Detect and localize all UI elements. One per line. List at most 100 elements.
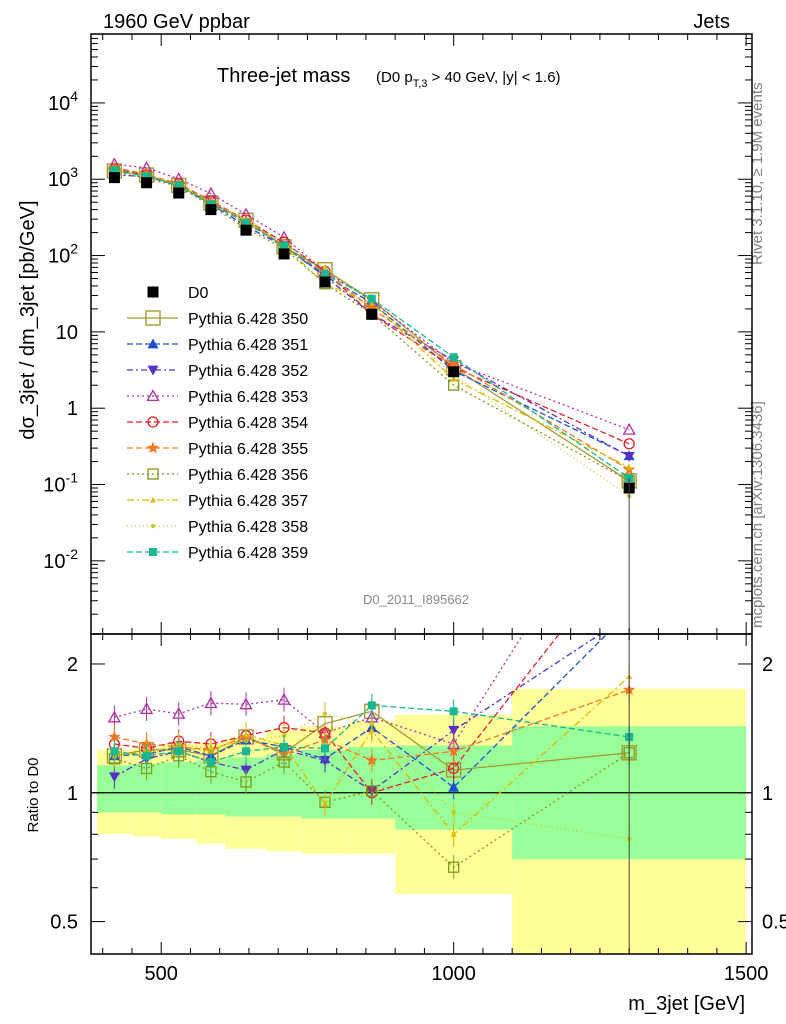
- data-point: [366, 308, 378, 320]
- ratio-uncertainty-bands: [96, 688, 747, 954]
- legend-marker: [147, 365, 159, 376]
- series-359-point: [110, 166, 119, 175]
- series-350-ratio-line: [114, 710, 630, 771]
- series-353-ratio-point: [172, 706, 186, 719]
- series-353-line: [114, 163, 630, 431]
- series-350-main: [106, 163, 637, 489]
- legend-marker: [145, 310, 161, 326]
- series-355-ratio-point: [447, 744, 460, 757]
- legend-label: Pythia 6.428 359: [188, 545, 308, 562]
- title-condition: (D0 pT,3 > 40 GeV, |y| < 1.6): [376, 69, 561, 90]
- y-tick-label: 102: [48, 241, 78, 268]
- series-352-ratio-point: [319, 756, 331, 766]
- series-359-ratio-point: [206, 758, 215, 767]
- ratio-tick-label: 0.5: [50, 912, 78, 934]
- series-351-ratio-point: [448, 781, 460, 792]
- legend-entry: Pythia 6.428 359: [127, 545, 308, 562]
- legend-label: Pythia 6.428 350: [188, 311, 308, 328]
- y-tick-label: 104: [48, 88, 78, 115]
- legend-label: Pythia 6.428 358: [188, 519, 308, 536]
- series-355-point: [365, 302, 378, 314]
- header-category: Jets: [693, 11, 730, 33]
- series-355-ratio-point: [365, 754, 378, 766]
- ratio-panel-frame: [90, 633, 753, 955]
- data-point: [173, 187, 185, 199]
- ratio-panel-series: [106, 634, 637, 954]
- x-tick-label: 1500: [724, 963, 769, 985]
- series-359-ratio-point: [174, 747, 183, 756]
- legend-label: Pythia 6.428 353: [188, 389, 308, 406]
- legend-marker: [147, 286, 159, 298]
- series-356-line: [114, 170, 630, 482]
- legend-entry: Pythia 6.428 356: [127, 467, 308, 484]
- series-352-ratio-line: [114, 634, 602, 792]
- series-359-point: [142, 172, 151, 181]
- series-358-point: [322, 265, 328, 271]
- series-359-ratio: [110, 693, 634, 775]
- series-353-ratio-point: [239, 697, 253, 710]
- legend-entry: Pythia 6.428 357: [127, 493, 308, 510]
- series-359-point: [174, 181, 183, 190]
- legend-entry: Pythia 6.428 354: [127, 415, 308, 432]
- series-352-ratio-point: [448, 725, 460, 736]
- series-357-ratio-line: [114, 676, 630, 836]
- series-358-ratio-point: [322, 711, 328, 716]
- series-358-ratio-point: [208, 746, 214, 751]
- side-mcplots-label: mcplots.cern.ch [arXiv:1306.3436]: [749, 401, 766, 628]
- legend-entry: Pythia 6.428 351: [127, 337, 308, 354]
- series-353-ratio-point: [139, 702, 154, 715]
- series-356-ratio-point: [448, 861, 460, 873]
- legend-entry: Pythia 6.428 358: [127, 519, 308, 536]
- legend-marker: [146, 441, 160, 454]
- legend-marker: [150, 523, 156, 529]
- data-point: [108, 172, 120, 184]
- y-tick-label: 1: [67, 398, 78, 420]
- data-point: [448, 366, 460, 378]
- x-tick-label: 500: [145, 963, 178, 985]
- y-tick-label: 10-2: [43, 546, 78, 573]
- ratio-tick-label-right: 2: [762, 654, 773, 676]
- series-356-ratio-point: [366, 785, 378, 797]
- series-359-ratio-point: [280, 742, 289, 751]
- main-panel-series: [106, 157, 637, 634]
- title-main: Three-jet mass: [217, 65, 350, 87]
- legend-marker: [146, 389, 160, 402]
- legend-label: Pythia 6.428 352: [188, 363, 308, 380]
- series-353-ratio-point: [204, 696, 218, 709]
- header-energy: 1960 GeV ppbar: [103, 11, 250, 33]
- y-tick-label: 10: [56, 322, 78, 344]
- series-359-point: [449, 353, 458, 362]
- data-point: [319, 276, 331, 288]
- series-357-ratio-point: [450, 831, 457, 837]
- series-359-ratio-point: [110, 747, 119, 756]
- legend-label: Pythia 6.428 354: [188, 415, 308, 432]
- legend-marker: [147, 468, 159, 480]
- x-tick-label: 1000: [431, 963, 476, 985]
- series-355-ratio-line: [114, 689, 630, 762]
- data-point: [141, 177, 153, 189]
- series-359-point: [280, 241, 289, 250]
- legend-marker: [149, 548, 157, 556]
- series-357-point: [626, 464, 633, 470]
- legend-marker: [147, 338, 159, 349]
- series-359-point: [320, 270, 329, 279]
- axes-frame: 500 1000 1500 10-2 10-1 1 10 102 103 104 0.5 0.5 1 1 2…: [43, 33, 786, 985]
- y-axis-label-ratio: Ratio to D0: [25, 757, 42, 832]
- legend-label: Pythia 6.428 355: [188, 441, 308, 458]
- legend-label: Pythia 6.428 356: [188, 467, 308, 484]
- series-353-point: [622, 422, 636, 435]
- legend-marker: [147, 416, 159, 428]
- data-point: [205, 204, 217, 216]
- legend-entry: Pythia 6.428 352: [127, 363, 308, 380]
- y-tick-label: 103: [48, 164, 78, 191]
- series-353-ratio-point: [107, 710, 122, 723]
- ratio-tick-label-right: 0.5: [762, 912, 786, 934]
- series-357-line: [114, 170, 630, 468]
- ratio-tick-label: 2: [67, 654, 78, 676]
- band-inner: [161, 762, 197, 815]
- series-352-ratio-point: [108, 772, 120, 783]
- series-352-point: [623, 451, 635, 462]
- series-355-point: [447, 357, 460, 370]
- legend-entry: Pythia 6.428 355: [127, 441, 308, 458]
